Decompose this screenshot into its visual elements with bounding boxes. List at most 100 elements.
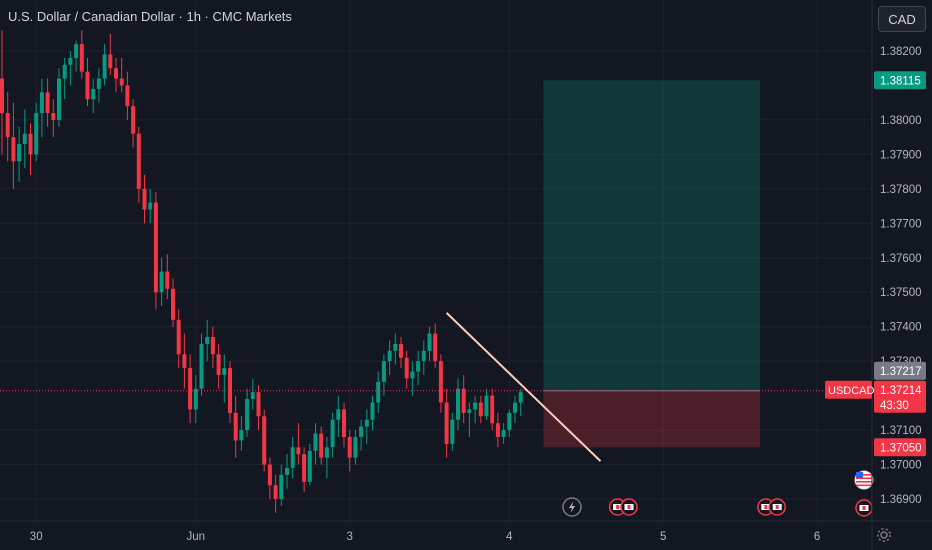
us-flag-icon[interactable] — [854, 470, 874, 490]
candle — [188, 354, 193, 424]
candle — [28, 123, 33, 176]
candle — [176, 309, 181, 369]
candle — [495, 412, 500, 448]
target-price-tag: 1.38115 — [874, 71, 926, 90]
candle — [421, 340, 426, 375]
price-tick-label: 1.37000 — [880, 460, 922, 472]
time-tick-label: 6 — [814, 531, 820, 543]
candle — [148, 188, 153, 224]
candle — [131, 99, 136, 148]
candle — [279, 464, 284, 506]
candle — [313, 423, 318, 465]
candle — [193, 374, 198, 424]
candle — [364, 409, 369, 444]
candle — [250, 378, 255, 410]
candle — [267, 457, 272, 499]
profit-zone[interactable] — [543, 80, 761, 391]
time-tick-label: 3 — [346, 531, 352, 543]
candle — [114, 57, 118, 93]
candle — [165, 254, 170, 300]
stop-price-tag: 1.37050 — [874, 438, 926, 457]
candle — [478, 395, 483, 424]
price-tick-label: 1.37900 — [880, 149, 922, 161]
candle — [324, 436, 329, 479]
candle — [484, 388, 489, 420]
candle — [245, 388, 250, 437]
candle — [490, 388, 495, 431]
trendline-segment[interactable] — [445, 312, 602, 462]
price-tick-label: 1.37600 — [880, 253, 922, 265]
price-tick-label: 1.37500 — [880, 287, 922, 299]
candle — [285, 454, 289, 489]
price-tick-label: 1.38200 — [880, 46, 922, 58]
candle — [427, 326, 432, 362]
candle — [273, 474, 278, 513]
candle — [433, 323, 438, 369]
candle — [39, 78, 44, 138]
svg-text:1.37050: 1.37050 — [880, 442, 922, 454]
trendline[interactable] — [445, 312, 602, 462]
ca-flag-icon[interactable] — [620, 498, 638, 516]
candle — [336, 395, 341, 437]
grid — [0, 0, 872, 521]
candle — [513, 395, 517, 424]
ca-flag-icon[interactable] — [855, 499, 873, 517]
candle — [501, 423, 506, 444]
candle — [399, 337, 403, 369]
candle — [256, 385, 261, 431]
currency-button[interactable]: CAD — [878, 6, 926, 32]
price-axis[interactable]: 1.38200 1.38000 1.37900 1.37800 1.37700 1.376… — [880, 46, 922, 506]
candle — [79, 30, 84, 79]
candle — [102, 44, 107, 86]
symbol-tag: USDCAD — [825, 380, 875, 399]
candle — [125, 71, 130, 120]
lightning-icon[interactable] — [562, 497, 582, 517]
last-price-tag: 1.37217 — [874, 361, 926, 380]
candle — [302, 447, 307, 493]
svg-text:1.37214: 1.37214 — [880, 385, 922, 397]
candle — [347, 430, 352, 472]
candle — [262, 409, 267, 472]
candle — [456, 378, 460, 431]
candle — [438, 354, 443, 413]
candle — [404, 350, 409, 389]
candle — [216, 343, 221, 389]
candle — [108, 33, 113, 76]
candle — [45, 78, 50, 127]
current-price-tag: 1.37214 43:30 — [874, 380, 926, 413]
candle — [210, 326, 215, 369]
candle — [507, 409, 512, 437]
candle — [290, 436, 295, 479]
long-position-tool[interactable] — [543, 80, 761, 448]
candle — [393, 333, 398, 365]
candle — [96, 68, 101, 103]
candle — [91, 78, 96, 114]
candle — [159, 257, 164, 307]
svg-text:43:30: 43:30 — [880, 400, 909, 412]
candle — [461, 374, 466, 424]
candle — [376, 371, 381, 413]
price-tick-label: 1.37800 — [880, 184, 922, 196]
candle — [11, 102, 16, 189]
candle — [239, 416, 244, 451]
candle — [142, 175, 147, 224]
candle — [22, 109, 27, 169]
candle — [342, 402, 346, 448]
candle — [51, 99, 56, 138]
svg-text:1.37217: 1.37217 — [880, 366, 922, 378]
candle — [228, 361, 232, 424]
candle — [119, 57, 124, 93]
time-axis[interactable]: 30 Jun 3 4 5 6 — [30, 531, 821, 543]
candles — [0, 30, 523, 513]
candle — [57, 68, 61, 127]
candle — [387, 340, 392, 375]
chart-title: U.S. Dollar / Canadian Dollar · 1h · CMC… — [8, 9, 292, 24]
candle — [205, 319, 210, 362]
candle — [416, 350, 421, 386]
gear-icon[interactable] — [876, 527, 892, 543]
candle — [182, 333, 187, 389]
ca-flag-icon[interactable] — [768, 498, 786, 516]
loss-zone[interactable] — [543, 390, 761, 448]
